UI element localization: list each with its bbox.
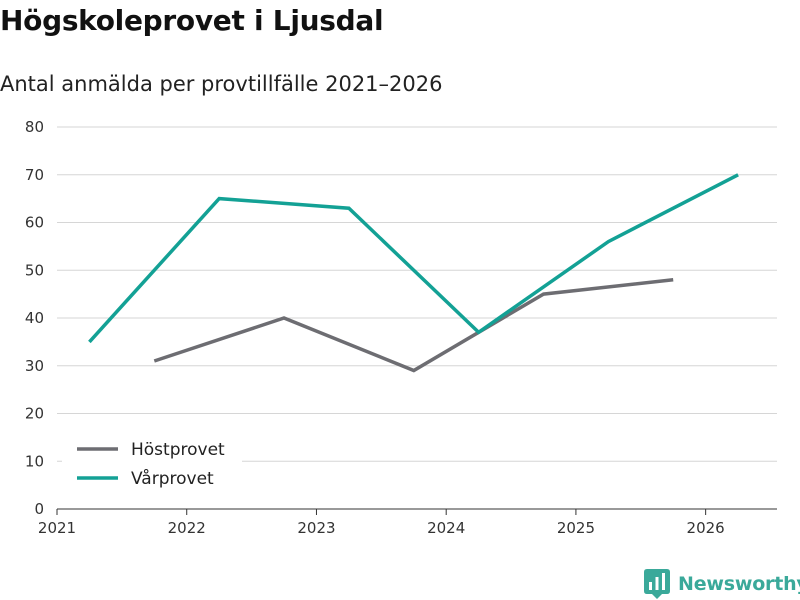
legend-label: Höstprovet [131, 440, 225, 460]
y-tick-label: 60 [25, 214, 44, 232]
y-tick-label: 50 [25, 261, 44, 279]
legend-background [62, 432, 242, 496]
x-tick-label: 2026 [687, 519, 725, 537]
legend-label: Vårprovet [131, 468, 214, 489]
chart-subtitle: Antal anmälda per provtillfälle 2021–202… [0, 72, 443, 96]
brand-name: Newsworthy [678, 573, 800, 595]
y-tick-label: 40 [25, 309, 44, 327]
x-tick-label: 2025 [557, 519, 595, 537]
y-tick-label: 0 [34, 500, 44, 518]
x-tick-label: 2023 [297, 519, 335, 537]
y-tick-label: 30 [25, 357, 44, 375]
y-tick-label: 80 [25, 118, 44, 136]
x-tick-label: 2021 [38, 519, 76, 537]
y-tick-label: 20 [25, 405, 44, 423]
series-line-1 [153, 278, 674, 373]
x-tick-label: 2022 [168, 519, 206, 537]
series-line-2 [88, 173, 739, 344]
y-tick-label: 70 [25, 166, 44, 184]
brand-logo: Newsworthy [644, 569, 800, 599]
newsworthy-logo-icon [644, 569, 670, 599]
chart-title: Högskoleprovet i Ljusdal [0, 4, 384, 37]
y-tick-label: 10 [25, 452, 44, 470]
x-tick-label: 2024 [427, 519, 465, 537]
